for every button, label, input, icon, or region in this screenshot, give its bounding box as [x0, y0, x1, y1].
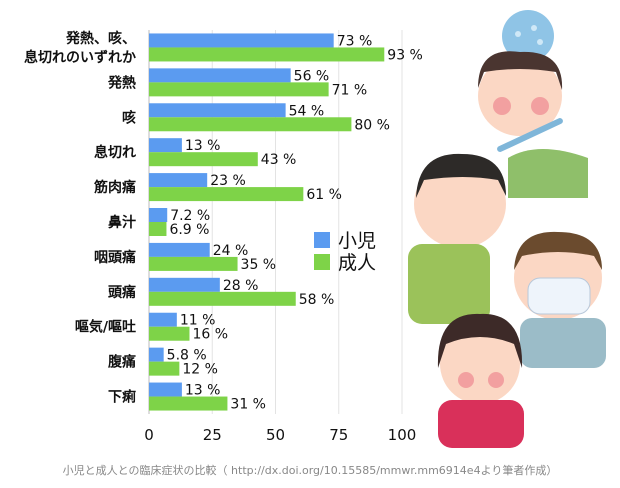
legend-label: 成人 [338, 252, 376, 274]
data-label: 43 % [261, 152, 297, 168]
category-label: 鼻汁 [108, 214, 136, 231]
bar [149, 396, 228, 411]
data-label: 54 % [289, 103, 325, 119]
data-label: 93 % [387, 47, 423, 63]
data-label: 56 % [294, 68, 330, 84]
legend-label: 小児 [338, 230, 376, 252]
legend-swatch [314, 254, 330, 270]
category-label: 咽頭痛 [94, 249, 136, 266]
legend-swatch [314, 232, 330, 248]
bar [149, 361, 180, 376]
bar [149, 382, 182, 397]
bar [149, 173, 208, 188]
bar [149, 256, 238, 271]
x-tick-label: 100 [388, 426, 417, 444]
x-tick-label: 75 [329, 426, 348, 444]
data-label: 35 % [241, 257, 277, 273]
bar [149, 117, 352, 132]
x-tick-label: 0 [144, 426, 154, 444]
data-label: 11 % [180, 313, 216, 329]
category-label: 発熱 [107, 74, 136, 91]
data-label: 58 % [299, 292, 335, 308]
data-label: 13 % [185, 383, 221, 399]
bar [149, 33, 334, 48]
bar [149, 347, 164, 362]
bar [149, 187, 304, 202]
x-tick-label: 50 [266, 426, 285, 444]
bar [149, 277, 220, 292]
x-tick-label: 25 [203, 426, 222, 444]
data-label: 7.2 % [170, 208, 210, 224]
category-label: 頭痛 [108, 284, 136, 301]
category-label: 腹痛 [108, 354, 136, 371]
source-caption: 小児と成人との臨床症状の比較（ http://dx.doi.org/10.155… [62, 464, 558, 477]
girl-face-icon [478, 56, 562, 136]
bar [149, 68, 291, 83]
category-label: 嘔気/嘔吐 [75, 319, 136, 336]
data-label: 13 % [185, 138, 221, 154]
bar [149, 326, 190, 341]
bar [149, 222, 167, 236]
category-label: 発熱、咳、 [65, 30, 136, 47]
data-label: 31 % [230, 397, 266, 413]
sick-people-illustration [408, 10, 606, 448]
data-label: 61 % [306, 187, 342, 203]
category-label: 下痢 [108, 389, 136, 406]
bar [149, 103, 286, 118]
data-label: 24 % [213, 243, 249, 259]
bar [149, 47, 385, 62]
data-label: 28 % [223, 278, 259, 294]
bar-chart: 73 % 93 % 発熱、咳、息切れのいずれか 56 %71 % 発熱 54 % 80 % 咳… [24, 30, 423, 444]
bar [149, 312, 177, 327]
boy-face-icon [414, 160, 506, 248]
bar [149, 82, 329, 97]
bar [149, 138, 182, 153]
data-label: 5.8 % [167, 348, 207, 364]
data-label: 80 % [354, 117, 390, 133]
category-label: 息切れ [94, 144, 136, 161]
bar [149, 242, 210, 257]
bar [149, 152, 258, 167]
data-label: 6.9 % [169, 222, 209, 238]
data-label: 12 % [182, 362, 218, 378]
category-label: 筋肉痛 [94, 179, 136, 196]
data-label: 23 % [210, 173, 246, 189]
data-label: 16 % [192, 327, 228, 343]
data-label: 73 % [337, 33, 373, 49]
category-label: 息切れのいずれか [24, 49, 136, 66]
bar [149, 208, 168, 222]
category-label: 咳 [122, 109, 136, 126]
data-label: 71 % [332, 82, 368, 98]
bar [149, 291, 296, 306]
ice-bag-icon [502, 10, 554, 62]
